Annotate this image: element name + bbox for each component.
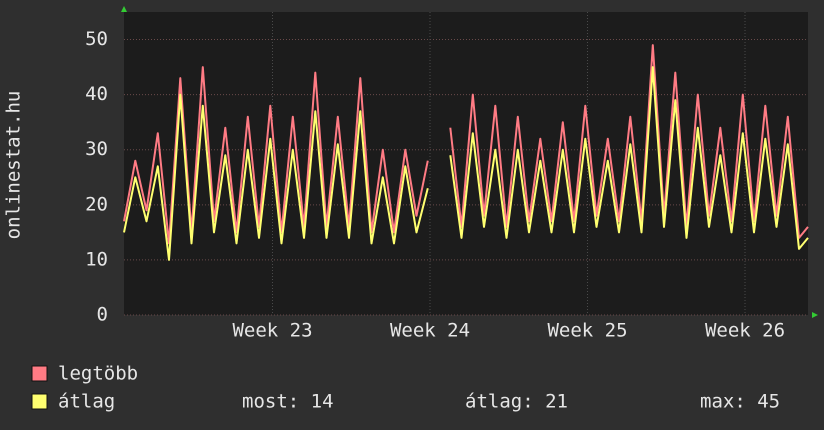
series-line bbox=[123, 66, 809, 261]
legend-swatch bbox=[31, 365, 48, 382]
y-axis-label: onlinestat.hu bbox=[3, 91, 25, 240]
plot bbox=[123, 12, 809, 316]
stat-label: most: 14 bbox=[242, 391, 334, 413]
x-tick-label: Week 25 bbox=[547, 320, 627, 342]
y-tick-label: 10 bbox=[85, 248, 108, 270]
x-arrow bbox=[812, 312, 818, 318]
y-tick-label: 0 bbox=[97, 304, 108, 326]
x-tick-label: Week 26 bbox=[705, 320, 785, 342]
y-tick-label: 30 bbox=[85, 138, 108, 160]
x-tick-label: Week 24 bbox=[390, 320, 470, 342]
y-tick-label: 20 bbox=[85, 193, 108, 215]
legend-label: átlag bbox=[58, 391, 115, 413]
y-tick-label: 50 bbox=[85, 28, 108, 50]
stat-label: max: 45 bbox=[700, 391, 780, 413]
legend: legtöbb átlag most: 14 átlag: 21 max: 45 bbox=[31, 363, 780, 413]
y-tick-label: 40 bbox=[85, 83, 108, 105]
series-line bbox=[123, 44, 809, 245]
legend-label: legtöbb bbox=[58, 363, 138, 385]
x-tick-label: Week 23 bbox=[232, 320, 312, 342]
y-arrow bbox=[121, 6, 127, 12]
legend-swatch bbox=[31, 393, 48, 410]
stat-label: átlag: 21 bbox=[465, 391, 568, 413]
